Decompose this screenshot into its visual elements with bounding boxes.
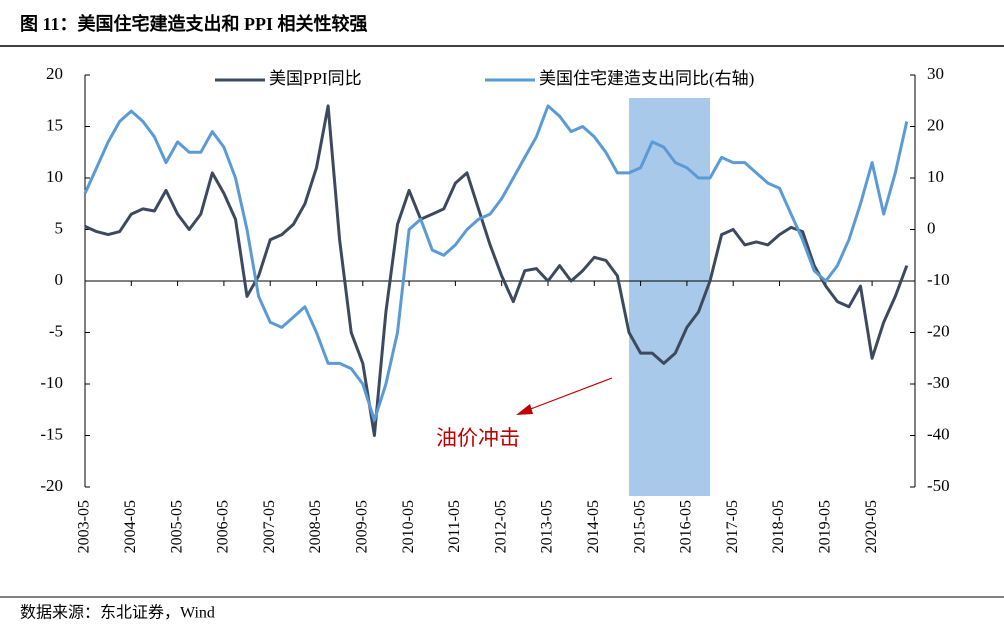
- y2-tick-label: 30: [927, 64, 944, 83]
- x-tick-label: 2006-05: [215, 500, 232, 553]
- y-tick-label: -5: [49, 321, 63, 340]
- series-line: [84, 104, 909, 437]
- y2-tick-label: 20: [927, 115, 944, 134]
- y2-tick-label: -20: [927, 321, 950, 340]
- annotation-arrowhead: [516, 404, 533, 415]
- x-tick-label: 2008-05: [307, 500, 324, 553]
- annotation-arrow: [527, 377, 613, 411]
- y-tick-label: 5: [55, 218, 64, 237]
- x-tick-label: 2010-05: [400, 500, 417, 553]
- annotation: 油价冲击: [436, 426, 520, 450]
- y2-tick-label: -40: [927, 424, 950, 443]
- y2-tick-label: 0: [927, 218, 936, 237]
- x-tick-label: 2009-05: [353, 500, 370, 553]
- y2-tick-label: -50: [927, 476, 950, 495]
- y-tick-label: -15: [40, 424, 63, 443]
- series-line: [83, 104, 909, 422]
- y-tick-label: 20: [46, 64, 63, 83]
- chart-title: 图 11：美国住宅建造支出和 PPI 相关性较强: [20, 13, 368, 34]
- x-tick-label: 2015-05: [631, 500, 648, 553]
- y-tick-label: -20: [40, 476, 63, 495]
- legend-label: 美国PPI同比: [269, 69, 362, 88]
- source: 数据来源：东北证券，Wind: [20, 604, 215, 622]
- x-tick-label: 2003-05: [76, 500, 93, 553]
- x-tick-label: 2014-05: [585, 500, 602, 553]
- x-tick-label: 2018-05: [770, 500, 787, 553]
- y2-tick-label: -30: [927, 373, 950, 392]
- shade-region: [629, 98, 711, 496]
- x-tick-label: 2016-05: [678, 500, 695, 553]
- x-tick-label: 2020-05: [863, 500, 880, 553]
- x-tick-label: 2007-05: [261, 500, 278, 553]
- legend-label: 美国住宅建造支出同比(右轴): [539, 69, 754, 88]
- x-tick-label: 2017-05: [724, 500, 741, 553]
- x-tick-label: 2019-05: [816, 500, 833, 553]
- y2-tick-label: 10: [927, 167, 944, 186]
- y-tick-label: 15: [46, 115, 63, 134]
- x-tick-label: 2005-05: [168, 500, 185, 553]
- x-tick-label: 2011-05: [446, 500, 463, 553]
- y-tick-label: 10: [46, 167, 63, 186]
- y-tick-label: -10: [40, 373, 63, 392]
- x-tick-label: 2012-05: [492, 500, 509, 553]
- y-tick-label: 0: [55, 270, 64, 289]
- x-tick-label: 2013-05: [539, 500, 556, 553]
- x-tick-label: 2004-05: [122, 500, 139, 553]
- y2-tick-label: -10: [927, 270, 950, 289]
